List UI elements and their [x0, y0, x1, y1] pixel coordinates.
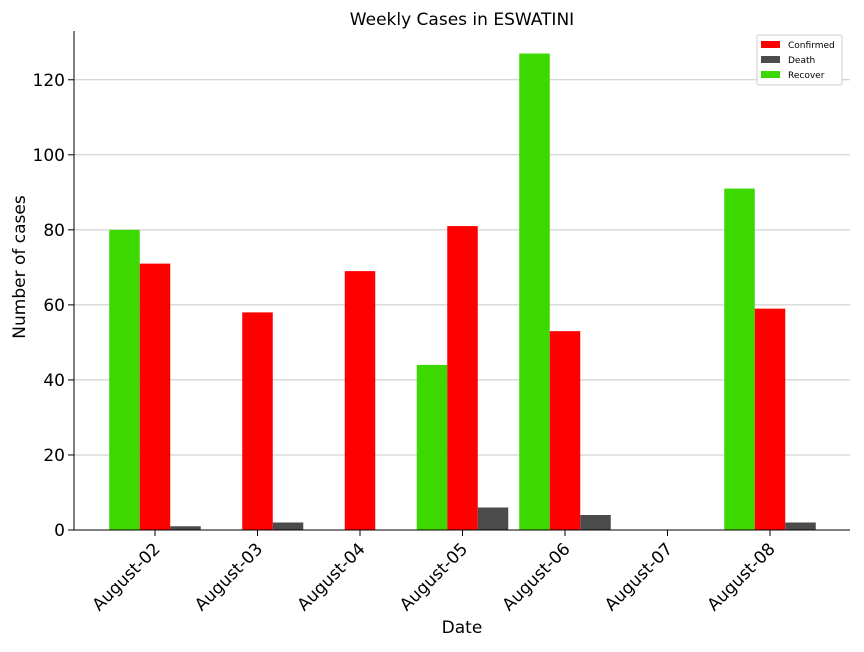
x-tick-label: August-07	[601, 539, 677, 615]
bar-recover-august-05	[416, 364, 448, 530]
legend: Confirmed Death Recover	[756, 34, 843, 86]
y-tick-label: 100	[33, 146, 65, 166]
bar-death-august-02	[170, 526, 201, 530]
bar-recover-august-08	[724, 188, 755, 530]
y-tick-label: 20	[43, 446, 65, 466]
bar-confirmed-august-08	[754, 308, 786, 530]
legend-label-confirmed: Confirmed	[788, 41, 835, 51]
legend-label-recover: Recover	[788, 71, 825, 81]
bar-death-august-03	[272, 522, 304, 530]
y-tick-label: 0	[54, 521, 65, 541]
legend-swatch-death	[761, 56, 780, 63]
bars	[109, 53, 816, 531]
chart-title: Weekly Cases in ESWATINI	[350, 10, 574, 30]
bar-recover-august-06	[519, 53, 550, 530]
y-tick-label: 60	[43, 296, 65, 316]
bar-death-august-06	[580, 514, 611, 530]
legend-swatch-recover	[761, 71, 780, 78]
bar-death-august-08	[785, 522, 816, 530]
y-tick-label: 80	[43, 221, 65, 241]
y-tick-label: 40	[43, 371, 65, 391]
bar-recover-august-02	[109, 229, 140, 531]
x-tick-label: August-05	[396, 539, 472, 615]
legend-label-death: Death	[788, 56, 815, 66]
y-tick-label: 120	[33, 71, 65, 91]
bar-confirmed-august-05	[447, 226, 478, 530]
x-tick-label: August-06	[499, 539, 575, 615]
x-tick-label: August-08	[704, 539, 780, 615]
bar-confirmed-august-04	[344, 271, 376, 530]
bar-death-august-05	[477, 507, 509, 530]
bar-confirmed-august-02	[139, 263, 171, 530]
y-axis-label: Number of cases	[10, 195, 30, 339]
x-axis-label: Date	[442, 618, 483, 638]
legend-swatch-confirmed	[761, 41, 780, 48]
bar-confirmed-august-06	[549, 331, 581, 530]
x-tick-label: August-03	[191, 539, 267, 615]
x-tick-label: August-02	[89, 539, 165, 615]
x-tick-label: August-04	[294, 539, 370, 615]
bar-confirmed-august-03	[242, 312, 273, 530]
